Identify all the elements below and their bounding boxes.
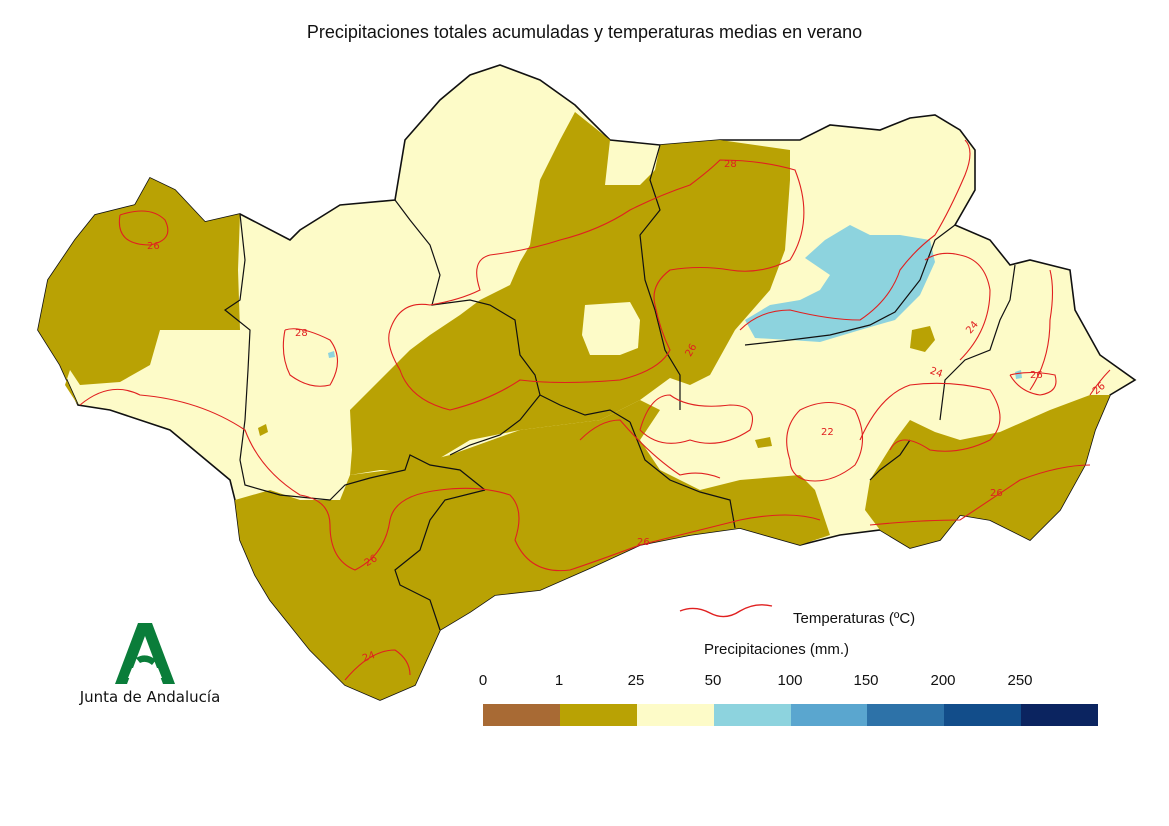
colorbar-swatch <box>1021 704 1098 726</box>
isotherm-label: 26 <box>1030 370 1043 381</box>
isotherm-label: 26 <box>147 241 160 252</box>
legend-tick: 0 <box>478 672 488 689</box>
precipitation-legend-title: Precipitaciones (mm.) <box>704 641 850 658</box>
junta-andalucia-logo-icon <box>115 623 175 684</box>
colorbar-swatch <box>636 704 714 726</box>
logo: Junta de Andalucía <box>70 618 230 718</box>
legend-tick: 250 <box>1007 672 1033 689</box>
colorbar-swatch <box>713 704 791 726</box>
isotherm-label: 26 <box>637 537 650 548</box>
isotherm-label: 26 <box>990 488 1003 499</box>
isotherm-label: 28 <box>724 159 737 170</box>
colorbar-swatch <box>483 704 560 726</box>
isotherms <box>79 139 1111 681</box>
precipitation-colorbar <box>483 704 1098 726</box>
legend-tick: 150 <box>853 672 879 689</box>
legend-tick: 1 <box>554 672 564 689</box>
legend-tick: 25 <box>627 672 645 689</box>
legend-tick: 200 <box>930 672 956 689</box>
map-title: Precipitaciones totales acumuladas y tem… <box>306 22 863 42</box>
colorbar-swatch <box>944 704 1022 726</box>
isotherm-label: 24 <box>928 366 944 381</box>
legend-tick: 100 <box>777 672 803 689</box>
colorbar-swatch <box>867 704 945 726</box>
temperature-legend-label: Temperaturas (ºC) <box>793 610 916 627</box>
legend-tick: 50 <box>704 672 722 689</box>
temperature-legend-line <box>679 604 773 618</box>
precip-zone-50-100 <box>745 225 935 342</box>
colorbar-swatch <box>790 704 868 726</box>
precipitation-legend-ticks: 0 1 25 50 100 150 200 250 <box>0 672 1169 692</box>
isotherm-label: 28 <box>295 328 308 339</box>
isotherm-label: 24 <box>361 650 377 665</box>
colorbar-swatch <box>559 704 637 726</box>
logo-text: Junta de Andalucía <box>79 688 221 706</box>
province-boundaries <box>223 144 1016 631</box>
isotherm-label: 22 <box>821 427 834 438</box>
